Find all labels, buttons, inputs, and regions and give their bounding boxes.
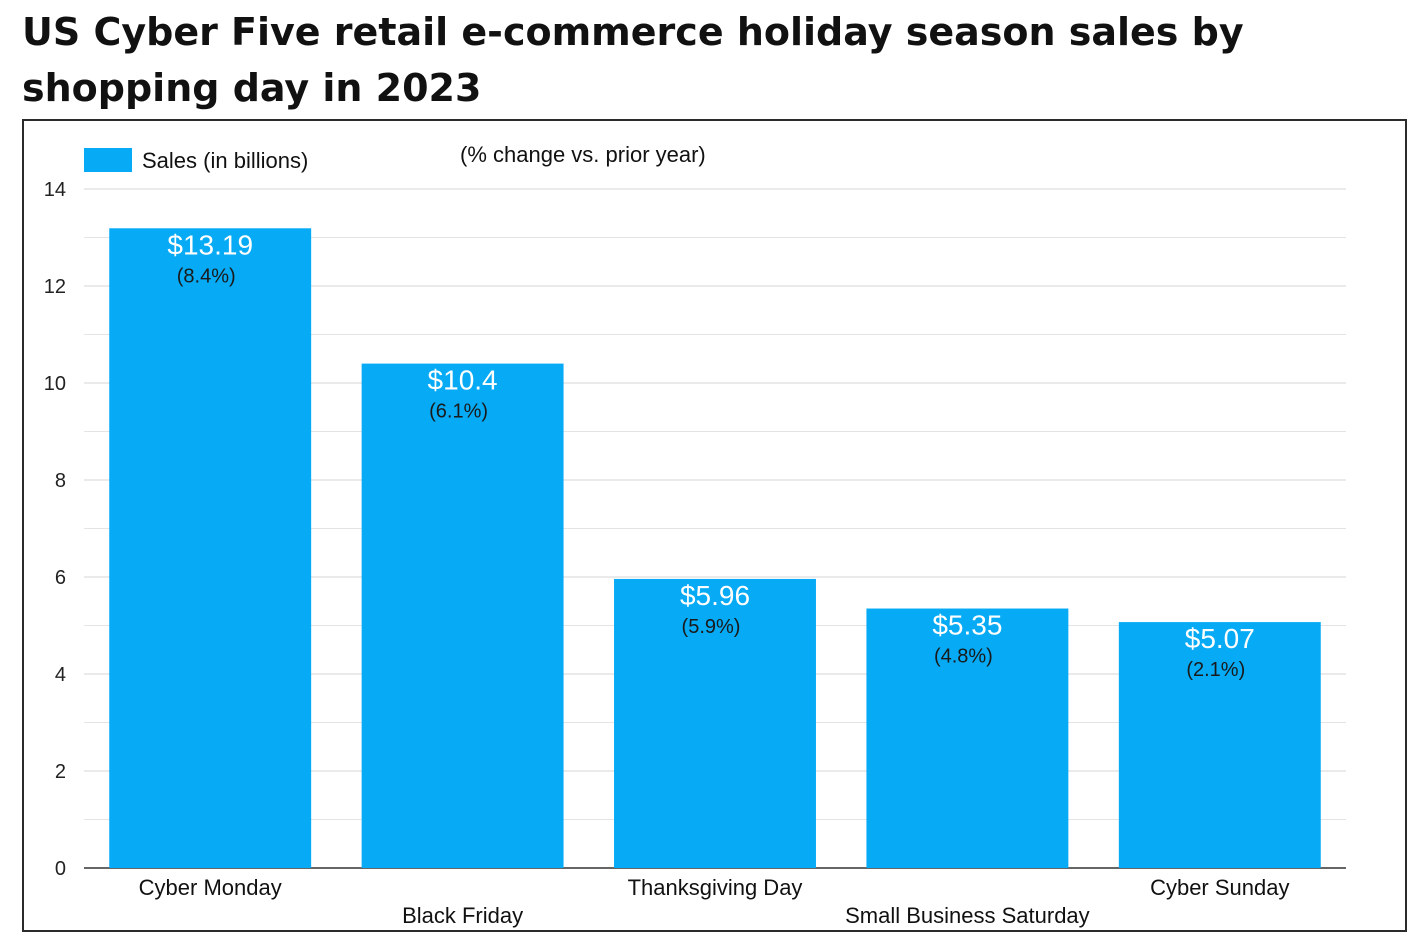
pct-change-label: (8.4%) xyxy=(177,265,236,287)
y-tick-label: 2 xyxy=(55,761,66,783)
chart-frame: 0 2 4 6 8 10 12 14 $13.19 (8.4%) Cyber Monday $10.… xyxy=(22,119,1407,932)
y-tick-label: 6 xyxy=(55,567,66,589)
chart-title-line-1: US Cyber Five retail e-commerce holiday … xyxy=(22,10,1244,54)
category-label: Thanksgiving Day xyxy=(628,875,803,900)
legend-label: Sales (in billions) xyxy=(142,148,308,173)
category-label: Small Business Saturday xyxy=(845,903,1090,928)
value-label: $5.96 xyxy=(680,580,750,611)
y-tick-label: 4 xyxy=(55,664,66,686)
category-label: Black Friday xyxy=(402,903,523,928)
labels-layer: $13.19 (8.4%) Cyber Monday $10.4 (6.1%) Black… xyxy=(139,229,1290,928)
category-label: Cyber Monday xyxy=(139,875,282,900)
legend: Sales (in billions) xyxy=(84,148,308,173)
pct-change-label: (4.8%) xyxy=(934,646,993,668)
pct-change-label: (5.9%) xyxy=(682,616,741,638)
chart-title: US Cyber Five retail e-commerce holiday … xyxy=(22,4,1402,116)
bar-thanksgiving-day xyxy=(614,578,816,868)
value-label: $13.19 xyxy=(167,229,253,260)
value-label: $5.35 xyxy=(932,610,1002,641)
legend-swatch xyxy=(84,148,132,172)
bar-chart: 0 2 4 6 8 10 12 14 $13.19 (8.4%) Cyber Monday $10.… xyxy=(44,142,1346,928)
chart-subtitle: (% change vs. prior year) xyxy=(460,142,706,167)
bar-cyber-monday xyxy=(109,228,312,868)
y-tick-label: 0 xyxy=(55,858,66,880)
bars-layer xyxy=(109,228,1321,868)
y-tick-label: 8 xyxy=(55,470,66,492)
category-label: Cyber Sunday xyxy=(1150,875,1289,900)
chart-title-line-2: shopping day in 2023 xyxy=(22,66,482,110)
value-label: $5.07 xyxy=(1185,623,1255,654)
pct-change-label: (6.1%) xyxy=(429,401,488,423)
y-tick-label: 10 xyxy=(44,373,66,395)
value-label: $10.4 xyxy=(428,365,498,396)
pct-change-label: (2.1%) xyxy=(1186,659,1245,681)
bar-black-friday xyxy=(361,363,564,868)
bar-cyber-sunday xyxy=(1118,622,1321,868)
y-tick-label: 12 xyxy=(44,276,66,298)
bar-small-business-saturday xyxy=(866,608,1069,868)
y-tick-label: 14 xyxy=(44,179,66,201)
